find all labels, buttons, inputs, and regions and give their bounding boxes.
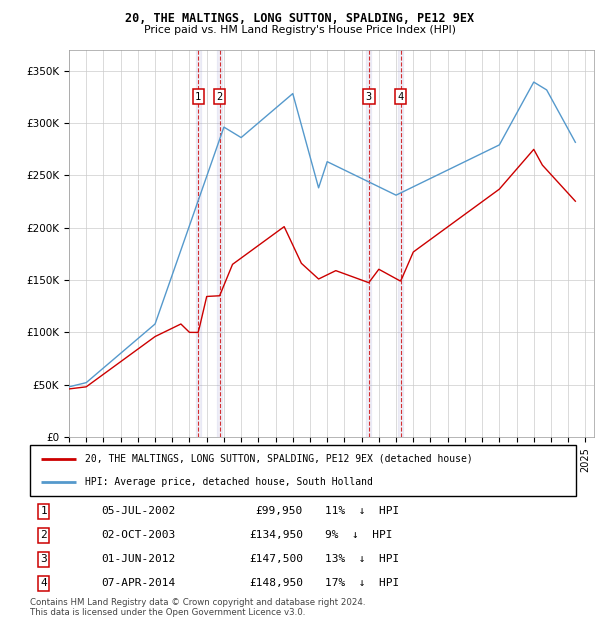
Text: 13%  ↓  HPI: 13% ↓ HPI <box>325 554 399 564</box>
Text: Price paid vs. HM Land Registry's House Price Index (HPI): Price paid vs. HM Land Registry's House … <box>144 25 456 35</box>
Text: 2: 2 <box>217 92 223 102</box>
Text: 20, THE MALTINGS, LONG SUTTON, SPALDING, PE12 9EX (detached house): 20, THE MALTINGS, LONG SUTTON, SPALDING,… <box>85 454 472 464</box>
Bar <box>398 50 403 437</box>
Text: Contains HM Land Registry data © Crown copyright and database right 2024.: Contains HM Land Registry data © Crown c… <box>30 598 365 607</box>
Text: 01-JUN-2012: 01-JUN-2012 <box>101 554 175 564</box>
Text: 11%  ↓  HPI: 11% ↓ HPI <box>325 506 399 516</box>
Text: This data is licensed under the Open Government Licence v3.0.: This data is licensed under the Open Gov… <box>30 608 305 617</box>
Text: 07-APR-2014: 07-APR-2014 <box>101 578 175 588</box>
Text: 9%  ↓  HPI: 9% ↓ HPI <box>325 530 392 540</box>
Text: 20, THE MALTINGS, LONG SUTTON, SPALDING, PE12 9EX: 20, THE MALTINGS, LONG SUTTON, SPALDING,… <box>125 12 475 25</box>
Text: 4: 4 <box>398 92 404 102</box>
Text: HPI: Average price, detached house, South Holland: HPI: Average price, detached house, Sout… <box>85 477 373 487</box>
Bar <box>196 50 201 437</box>
Bar <box>217 50 222 437</box>
Text: 1: 1 <box>195 92 202 102</box>
FancyBboxPatch shape <box>30 445 576 496</box>
Text: £134,950: £134,950 <box>249 530 303 540</box>
Text: 3: 3 <box>366 92 372 102</box>
Text: 02-OCT-2003: 02-OCT-2003 <box>101 530 175 540</box>
Text: 05-JUL-2002: 05-JUL-2002 <box>101 506 175 516</box>
Text: 17%  ↓  HPI: 17% ↓ HPI <box>325 578 399 588</box>
Text: £147,500: £147,500 <box>249 554 303 564</box>
Text: £99,950: £99,950 <box>256 506 303 516</box>
Text: 2: 2 <box>40 530 47 540</box>
Text: £148,950: £148,950 <box>249 578 303 588</box>
Text: 4: 4 <box>40 578 47 588</box>
Bar <box>366 50 371 437</box>
Text: 3: 3 <box>40 554 47 564</box>
Text: 1: 1 <box>40 506 47 516</box>
